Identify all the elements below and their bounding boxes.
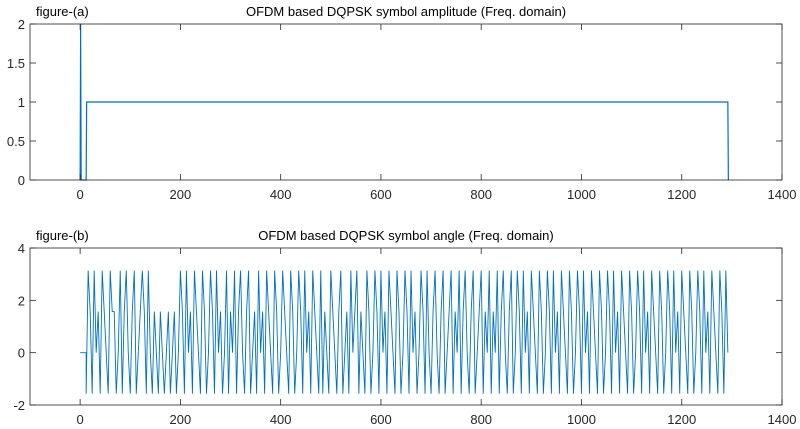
x-tick-label: 1000 — [567, 187, 596, 202]
chart-title: OFDM based DQPSK symbol angle (Freq. dom… — [258, 228, 554, 243]
y-tick-label: 2 — [18, 17, 25, 32]
x-tick-label: 1200 — [667, 187, 696, 202]
x-tick-label: 400 — [270, 187, 292, 202]
subplot-a: 0 200 400 600 800 1000 1200 1400 0 0.5 1 1.5 2 figure… — [7, 4, 797, 202]
subplot-b: 0 200 400 600 800 1000 1200 1400 -2 0 2 4 figure-(b)… — [13, 228, 796, 427]
x-tick-label: 600 — [370, 412, 392, 427]
y-tick-label: 2 — [18, 293, 25, 308]
corner-label: figure-(b) — [36, 228, 89, 243]
x-tick-label: 800 — [470, 412, 492, 427]
x-tick-label: 200 — [170, 412, 192, 427]
y-tick-label: 1.5 — [7, 56, 25, 71]
y-tick-label: -2 — [13, 398, 25, 413]
chart-title: OFDM based DQPSK symbol amplitude (Freq.… — [246, 4, 566, 19]
data-line — [80, 270, 729, 394]
y-tick-label: 1 — [18, 95, 25, 110]
y-tick-label: 0.5 — [7, 134, 25, 149]
corner-label: figure-(a) — [36, 4, 89, 19]
y-tick-label: 0 — [18, 173, 25, 188]
data-line — [79, 23, 729, 181]
x-tick-label: 1400 — [768, 187, 797, 202]
x-tick-label: 1000 — [567, 412, 596, 427]
x-tick-label: 0 — [77, 187, 84, 202]
x-tick-label: 1400 — [768, 412, 797, 427]
x-tick-label: 200 — [170, 187, 192, 202]
x-tick-label: 400 — [270, 412, 292, 427]
x-tick-label: 800 — [470, 187, 492, 202]
x-tick-label: 0 — [77, 412, 84, 427]
x-tick-label: 1200 — [667, 412, 696, 427]
axes-box — [29, 247, 783, 406]
x-tick-label: 600 — [370, 187, 392, 202]
y-tick-label: 4 — [18, 241, 25, 256]
y-tick-label: 0 — [18, 346, 25, 361]
